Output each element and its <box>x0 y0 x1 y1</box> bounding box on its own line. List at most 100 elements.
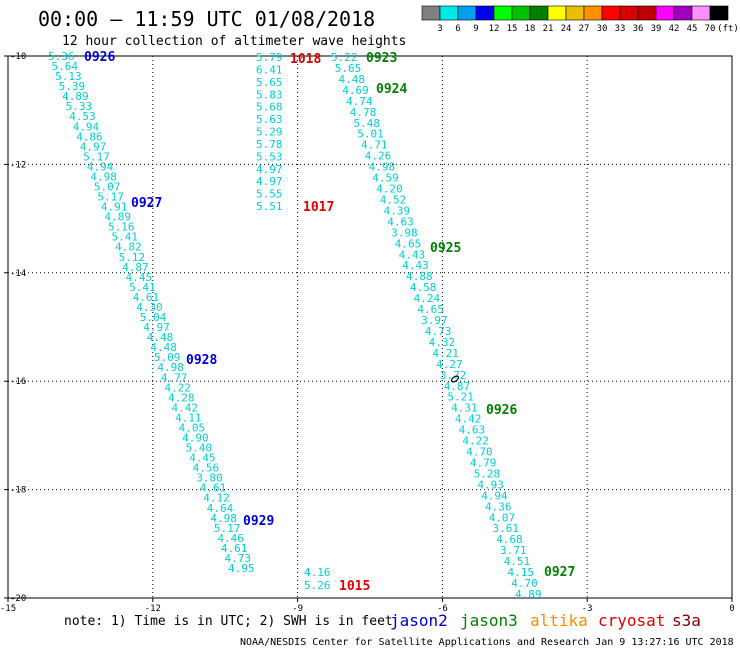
scale-label: 30 <box>597 24 608 34</box>
scale-label: 3 <box>437 24 442 34</box>
wave-height-value: 4.87 <box>444 380 471 393</box>
wave-height-value: 4.69 <box>342 84 369 97</box>
y-tick-label: -12 <box>10 160 26 170</box>
wave-height-value: 4.70 <box>466 446 493 459</box>
wave-height-value: 4.98 <box>210 512 237 525</box>
wave-height-value: 4.43 <box>399 248 426 261</box>
wave-height-value: 4.73 <box>225 552 252 565</box>
pass-time-label: 0927 <box>544 565 575 580</box>
satellite-legend: jason2 jason3 altika cryosat s3a <box>390 611 701 630</box>
wave-height-value: 4.45 <box>189 452 216 465</box>
scale-label: (ft) <box>717 24 739 34</box>
wave-height-value: 4.78 <box>350 106 377 119</box>
scale-label: 36 <box>633 24 644 34</box>
wave-height-value: 5.83 <box>256 88 283 101</box>
wave-height-value: 4.48 <box>150 341 177 354</box>
map-subtitle: 12 hour collection of altimeter wave hei… <box>62 34 406 49</box>
scale-swatch <box>637 5 657 21</box>
scale-label: 33 <box>615 24 626 34</box>
wave-height-value: 5.26 <box>304 579 331 592</box>
x-tick-label: -15 <box>0 604 16 614</box>
wave-height-value: 5.63 <box>256 113 283 126</box>
pass-time-label: 0925 <box>430 241 461 256</box>
wave-height-value: 4.94 <box>87 160 114 173</box>
wave-height-value: 5.22 <box>331 51 358 64</box>
scale-label: 45 <box>687 24 698 34</box>
wave-height-value: 4.73 <box>425 325 452 338</box>
wave-height-value: 4.21 <box>432 347 459 360</box>
wave-height-value: 4.82 <box>115 241 142 254</box>
wave-height-value: 5.55 <box>256 188 283 201</box>
scale-label: 39 <box>651 24 662 34</box>
units-note: note: 1) Time is in UTC; 2) SWH is in fe… <box>64 614 393 629</box>
scale-swatch <box>601 5 621 21</box>
wave-height-value: 4.20 <box>376 183 403 196</box>
wave-height-value: 4.53 <box>69 110 96 123</box>
scale-swatch <box>421 5 441 21</box>
wave-height-value: 5.64 <box>52 60 79 73</box>
wave-height-value: 4.30 <box>136 301 163 314</box>
wave-height-value: 4.39 <box>384 204 411 217</box>
pass-time-label: 0929 <box>243 514 274 529</box>
wave-height-value: 5.48 <box>354 117 381 130</box>
wave-height-value: 4.15 <box>508 566 535 579</box>
wave-height-value: 4.43 <box>402 259 429 272</box>
scale-swatch <box>709 5 729 21</box>
x-tick-label: 0 <box>729 604 734 614</box>
wave-height-value: 4.59 <box>372 172 399 185</box>
wave-height-value: 5.65 <box>256 76 283 89</box>
pass-time-label: 1015 <box>339 579 370 594</box>
wave-height-value: 4.65 <box>395 237 422 250</box>
wave-height-value: 4.26 <box>365 150 392 163</box>
wave-height-value: 4.61 <box>200 482 227 495</box>
wave-height-value: 5.17 <box>97 191 124 204</box>
wave-height-value: 5.17 <box>214 522 241 535</box>
scale-swatch <box>691 5 711 21</box>
pass-time-label: 0926 <box>486 403 517 418</box>
wave-height-value: 4.90 <box>182 432 209 445</box>
pass-time-labels: 0926 0927 0928 0929 1018 1017 1015 0923 0924 0925… <box>84 50 575 594</box>
wave-height-value: 4.91 <box>101 201 128 214</box>
wave-height-value: 4.88 <box>406 270 433 283</box>
scale-label: 6 <box>455 24 460 34</box>
scale-label: 15 <box>507 24 518 34</box>
legend-entry-s3a: s3a <box>672 611 701 630</box>
x-tick-label: -12 <box>145 604 161 614</box>
scale-swatch <box>619 5 639 21</box>
y-tick-label: -10 <box>10 52 26 62</box>
wave-height-value: 4.97 <box>143 321 170 334</box>
credit-line: NOAA/NESDIS Center for Satellite Applica… <box>240 637 734 648</box>
scale-swatch <box>439 5 459 21</box>
wave-height-value: 3.97 <box>421 314 448 327</box>
wave-height-value: 4.71 <box>361 139 388 152</box>
y-tick-label: -14 <box>10 269 26 279</box>
wave-height-value: 4.31 <box>451 402 478 415</box>
wave-height-value: 5.41 <box>112 231 139 244</box>
wave-height-value: 5.21 <box>447 391 474 404</box>
wave-height-value: 5.68 <box>256 101 283 114</box>
wave-height-value: 4.79 <box>470 457 497 470</box>
scale-label: 24 <box>561 24 572 34</box>
scale-swatch <box>583 5 603 21</box>
scale-swatch <box>673 5 693 21</box>
scale-label: 9 <box>473 24 478 34</box>
wave-height-value: 4.98 <box>157 361 184 374</box>
wave-height-value: 4.11 <box>175 411 202 424</box>
wave-height-value: 4.68 <box>496 533 523 546</box>
wave-height-value: 4.42 <box>172 401 199 414</box>
wave-height-value: 5.16 <box>108 221 135 234</box>
wave-height-value: 4.24 <box>414 292 441 305</box>
scale-swatch <box>511 5 531 21</box>
wave-height-value: 5.28 <box>474 467 501 480</box>
pass-time-label: 0923 <box>366 51 397 66</box>
wave-height-value: 4.65 <box>417 303 444 316</box>
wave-height-value: 4.98 <box>90 171 117 184</box>
pass-time-label: 1017 <box>303 200 334 215</box>
wave-height-value: 4.94 <box>73 120 100 133</box>
wave-height-value: 4.86 <box>76 130 103 143</box>
wave-height-value: 4.74 <box>346 95 373 108</box>
wave-height-value: 3.71 <box>500 544 527 557</box>
wave-height-value: 4.77 <box>161 371 188 384</box>
wave-height-value: 4.51 <box>504 555 531 568</box>
